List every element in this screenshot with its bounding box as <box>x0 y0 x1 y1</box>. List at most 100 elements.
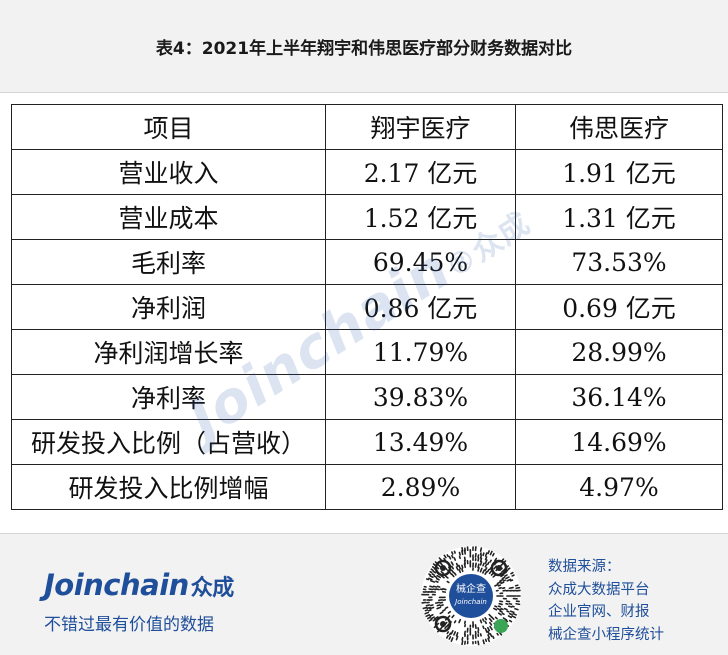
weisi-value: 36.14% <box>515 374 723 420</box>
qr-dot <box>484 638 488 643</box>
qr-dot <box>436 604 441 607</box>
qr-dot <box>484 620 488 625</box>
qr-dot <box>450 561 454 566</box>
qr-dot <box>430 616 435 620</box>
qr-dot <box>447 610 452 614</box>
qr-dot <box>504 574 508 578</box>
header-weisi: 伟思医疗 <box>515 104 723 150</box>
qr-dot <box>422 606 428 610</box>
qr-dot <box>429 585 434 588</box>
qr-dot <box>487 630 490 635</box>
wechat-mini-program-icon <box>494 619 508 633</box>
qr-dot <box>489 550 493 556</box>
qr-dot <box>505 576 510 580</box>
qr-dot <box>453 631 457 636</box>
qr-dot <box>455 635 459 641</box>
row-label: 营业收入 <box>11 149 326 195</box>
qr-dot <box>436 606 442 610</box>
header-item: 项目 <box>11 104 326 150</box>
qr-dot <box>458 551 461 556</box>
qr-dot <box>424 609 429 612</box>
qr-dot <box>515 586 521 590</box>
qr-dot <box>446 554 449 558</box>
qr-dot <box>463 559 466 565</box>
qr-dot <box>432 570 437 574</box>
qr-dot <box>429 570 433 574</box>
qr-dot <box>484 617 488 621</box>
qr-dot <box>474 562 477 568</box>
qr-dot <box>484 552 488 557</box>
qr-dot <box>435 577 440 581</box>
qr-dot <box>486 568 490 573</box>
qr-dot <box>505 619 509 623</box>
qr-dot <box>434 601 440 604</box>
qr-dot <box>425 614 431 618</box>
qr-dot <box>453 572 457 576</box>
row-label: 毛利率 <box>11 239 326 285</box>
qr-dot <box>461 640 464 646</box>
qr-dot <box>427 616 432 620</box>
qr-dot <box>508 586 514 590</box>
qr-dot <box>451 569 455 574</box>
qr-dot <box>440 575 445 579</box>
slogan: 不错过最有价值的数据 <box>44 615 214 635</box>
qr-dot <box>511 574 515 577</box>
qr-dot <box>506 610 510 613</box>
qr-dot <box>502 579 507 582</box>
qr-dot <box>493 607 498 611</box>
title-bar: 表4：2021年上半年翔宇和伟思医疗部分财务数据对比 <box>0 0 728 92</box>
weisi-value: 0.69 亿元 <box>515 284 723 330</box>
qr-dot <box>444 625 448 630</box>
qr-dot <box>439 604 444 607</box>
qr-dot <box>431 573 435 576</box>
source-line: 数据来源： <box>548 559 621 575</box>
qr-dot <box>479 567 483 573</box>
row-label: 研发投入比例（占营收） <box>11 419 326 465</box>
qr-dot <box>479 554 483 559</box>
qr-dot <box>487 561 490 566</box>
qr-dot <box>439 561 443 566</box>
qr-dot <box>477 627 480 631</box>
qr-dot <box>450 637 454 643</box>
qr-dot <box>482 639 485 645</box>
qr-dot <box>463 556 466 562</box>
table-row: 营业成本 1.52 亿元 1.31 亿元 <box>11 194 723 240</box>
weisi-value: 4.97% <box>515 464 723 510</box>
qr-dot <box>489 625 493 631</box>
qr-dot <box>429 613 434 617</box>
row-label: 营业成本 <box>11 194 326 240</box>
qr-dot <box>445 575 449 579</box>
qr-dot <box>428 577 433 581</box>
qr-dot <box>429 575 434 579</box>
qr-dot <box>436 585 441 588</box>
qr-dot <box>487 626 491 632</box>
qr-dot <box>508 619 513 623</box>
qr-dot <box>435 580 439 583</box>
qr-dot <box>494 557 498 562</box>
qr-dot <box>508 612 513 616</box>
table-header-row: 项目 翔宇医疗 伟思医疗 <box>11 104 723 150</box>
qr-dot <box>506 578 512 582</box>
xiangyu-value: 1.52 亿元 <box>325 194 516 240</box>
qr-dot <box>443 554 447 559</box>
qr-dot <box>498 586 502 590</box>
qr-dot <box>500 581 505 585</box>
qr-dot <box>450 629 454 635</box>
xiangyu-value: 2.17 亿元 <box>325 149 516 195</box>
qr-dot <box>484 556 488 561</box>
qr-dot <box>482 618 485 622</box>
qr-dot <box>437 564 442 568</box>
weisi-value: 1.31 亿元 <box>515 194 723 240</box>
qr-dot <box>494 616 498 620</box>
qr-dot <box>484 567 488 572</box>
qr-finder <box>434 615 452 633</box>
qr-dot <box>484 570 488 575</box>
qr-dot <box>484 559 488 564</box>
qr-dot <box>458 569 462 574</box>
qr-dot <box>482 569 486 574</box>
qr-finder-dot <box>440 565 446 571</box>
qr-dot <box>507 567 511 571</box>
qr-dot <box>479 547 483 553</box>
xiangyu-value: 13.49% <box>325 419 516 465</box>
qr-dot <box>497 605 502 608</box>
